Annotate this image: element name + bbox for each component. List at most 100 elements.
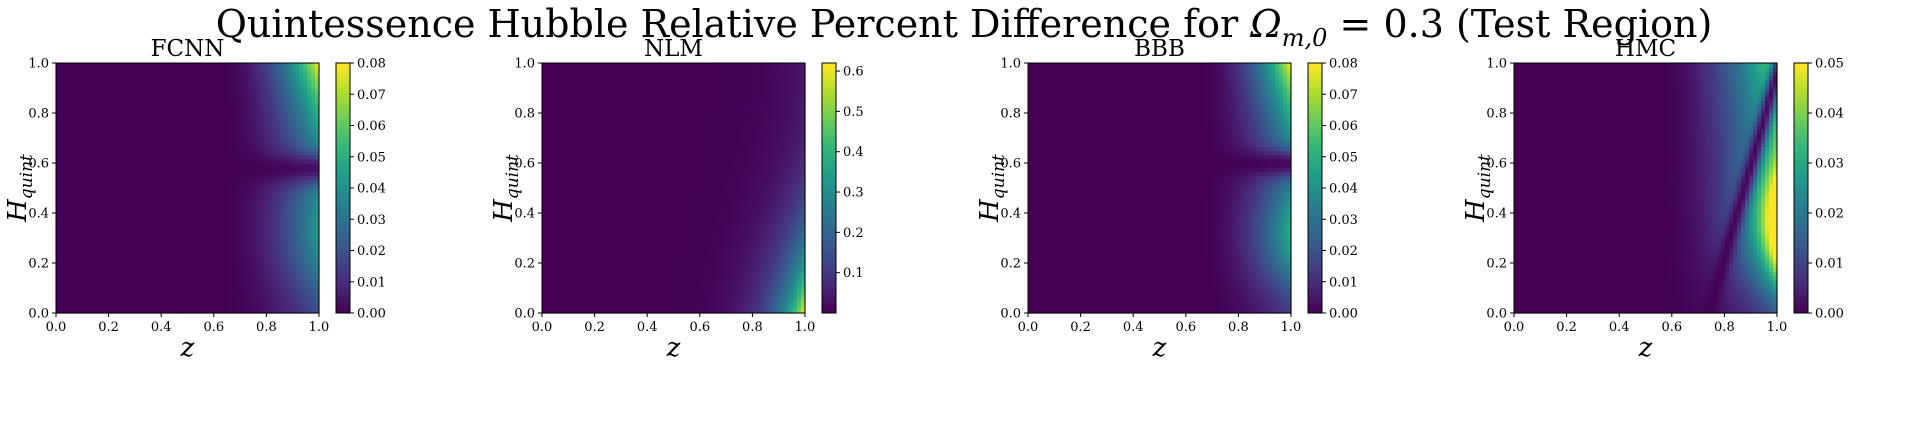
heatmap-cell	[307, 171, 312, 177]
heatmap-cell	[561, 63, 567, 68]
heatmap-cell	[159, 283, 165, 289]
heatmap-cell	[557, 108, 563, 114]
heatmap-cell	[63, 104, 69, 110]
heatmap-cell	[63, 183, 69, 189]
heatmap-cell	[215, 225, 220, 231]
heatmap-cell	[159, 129, 165, 135]
heatmap-cell	[135, 200, 141, 206]
heatmap-cell	[171, 279, 177, 285]
heatmap-cell	[79, 200, 85, 206]
heatmap-cell	[542, 279, 547, 285]
heatmap-cell	[299, 292, 304, 297]
colorbar-tick-label: 0.02	[357, 244, 386, 259]
heatmap-cell	[303, 113, 308, 118]
heatmap-cell	[211, 263, 216, 268]
heatmap-cell	[271, 125, 276, 131]
heatmap-cell	[545, 100, 551, 106]
colorbar-segment	[336, 281, 350, 286]
heatmap-cell	[87, 71, 93, 77]
heatmap-cell	[143, 267, 149, 272]
heatmap-cell	[111, 108, 117, 114]
heatmap-cell	[79, 113, 85, 118]
heatmap-cell	[119, 238, 125, 243]
colorbar-segment	[336, 303, 350, 308]
heatmap-cell	[585, 308, 591, 314]
heatmap-cell	[131, 200, 137, 206]
heatmap-cell	[99, 75, 105, 81]
heatmap-cell	[99, 238, 105, 243]
heatmap-cell	[231, 196, 236, 202]
heatmap-cell	[251, 200, 256, 206]
heatmap-cell	[223, 83, 228, 89]
heatmap-cell	[107, 75, 113, 81]
heatmap-cell	[99, 196, 105, 202]
heatmap-cell	[199, 154, 205, 160]
heatmap-cell	[311, 75, 316, 81]
heatmap-cell	[131, 238, 137, 243]
heatmap-cell	[99, 79, 105, 85]
heatmap-cell	[215, 183, 220, 189]
heatmap-cell	[235, 167, 240, 172]
heatmap-cell	[119, 133, 125, 139]
heatmap-cell	[135, 158, 141, 164]
heatmap-cell	[287, 217, 292, 222]
heatmap-cell	[195, 79, 201, 85]
heatmap-cell	[123, 304, 129, 310]
heatmap-cell	[171, 83, 177, 89]
heatmap-cell	[573, 83, 579, 89]
heatmap-cell	[243, 288, 248, 293]
heatmap-cell	[573, 183, 579, 189]
heatmap-cell	[263, 167, 268, 172]
heatmap-cell	[577, 221, 583, 227]
heatmap-cell	[183, 208, 189, 214]
heatmap-cell	[199, 96, 205, 102]
heatmap-cell	[139, 150, 145, 156]
heatmap-cell	[315, 200, 320, 206]
heatmap-cell	[239, 258, 244, 264]
heatmap-cell	[183, 204, 189, 210]
heatmap-cell	[311, 108, 316, 114]
heatmap-cell	[271, 263, 276, 268]
heatmap-cell	[63, 83, 69, 89]
heatmap-cell	[295, 150, 300, 156]
heatmap-cell	[103, 271, 109, 277]
heatmap-cell	[191, 229, 197, 235]
heatmap-cell	[175, 154, 181, 160]
heatmap-cell	[251, 217, 256, 222]
heatmap-cell	[589, 96, 595, 102]
heatmap-cell	[59, 67, 65, 72]
heatmap-cell	[63, 150, 69, 156]
heatmap-cell	[115, 167, 121, 172]
heatmap-cell	[139, 71, 145, 77]
heatmap-cell	[135, 183, 141, 189]
heatmap-cell	[95, 217, 101, 222]
heatmap-cell	[107, 92, 113, 97]
heatmap-cell	[171, 88, 177, 93]
heatmap-cell	[79, 283, 85, 289]
heatmap-cell	[167, 288, 173, 293]
heatmap-cell	[179, 196, 185, 202]
colorbar-segment	[336, 194, 350, 198]
heatmap-cell	[577, 125, 583, 131]
heatmap-cell	[581, 296, 587, 302]
heatmap-cell	[215, 196, 220, 202]
heatmap-cell	[223, 183, 228, 189]
heatmap-cell	[159, 267, 165, 272]
heatmap-cell	[565, 100, 571, 106]
heatmap-cell	[207, 283, 212, 289]
heatmap-cell	[247, 275, 252, 281]
heatmap-cell	[119, 288, 125, 293]
heatmap-cell	[191, 238, 197, 243]
heatmap-cell	[163, 300, 169, 306]
heatmap-cell	[589, 275, 595, 281]
heatmap-cell	[175, 192, 181, 197]
heatmap-cell	[191, 263, 197, 268]
heatmap-cell	[279, 175, 284, 181]
heatmap-cell	[235, 271, 240, 277]
heatmap-cell	[259, 283, 264, 289]
heatmap-cell	[545, 242, 551, 247]
heatmap-cell	[63, 225, 69, 231]
heatmap-cell	[577, 154, 583, 160]
heatmap-cell	[597, 271, 603, 277]
colorbar-segment	[336, 238, 350, 242]
